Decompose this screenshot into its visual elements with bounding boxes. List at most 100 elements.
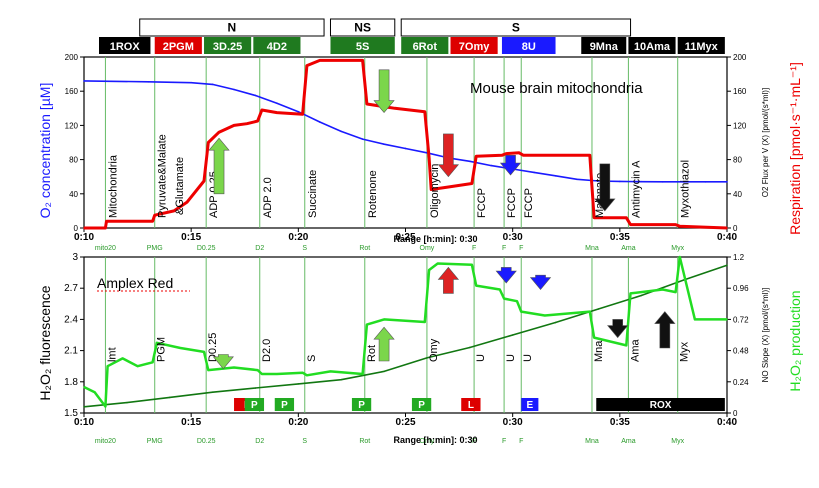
protocol-step-label: 4D2 [267, 41, 287, 53]
event-label: S [302, 438, 307, 445]
event-annotation: FCCP [523, 188, 535, 218]
series-line [83, 264, 728, 408]
arrow-down-icon [529, 274, 552, 290]
protocol-step-label: 11Myx [685, 41, 719, 53]
arrow-down-icon [212, 354, 234, 370]
y-left-axis-title: H₂O₂ fluorescence [37, 285, 53, 400]
data-point [640, 180, 643, 183]
data-point [679, 225, 681, 228]
data-point [726, 227, 728, 229]
y-left-tick-label: 40 [69, 190, 78, 199]
data-point [254, 94, 257, 97]
event-annotation: ADP 2.0 [262, 177, 274, 218]
data-point [503, 297, 505, 300]
data-point [674, 291, 677, 293]
event-annotation: Mitochondria [107, 154, 119, 218]
arrow-down-icon [594, 163, 616, 212]
data-point [306, 374, 308, 377]
data-point [83, 405, 85, 408]
data-point [625, 344, 628, 347]
data-point [93, 391, 96, 394]
event-label: Myx [671, 438, 684, 445]
y-right-tick-label: 80 [733, 156, 742, 165]
event-label: D0.25 [197, 245, 216, 252]
plot-frame [83, 56, 728, 229]
event-label: F [519, 245, 523, 252]
data-point [366, 323, 368, 326]
protocol-group-label: NS [354, 21, 371, 35]
data-point [83, 227, 85, 229]
event-annotation: Omy [428, 338, 440, 362]
event-annotation: Rot [366, 345, 378, 362]
data-point [261, 373, 263, 375]
data-point [190, 81, 192, 84]
data-point [211, 391, 214, 394]
event-annotation: &Glutamate [174, 157, 186, 215]
series-line [84, 58, 728, 230]
data-point [318, 59, 321, 62]
event-label: F [502, 245, 506, 252]
y-right-tick-label: 40 [733, 190, 742, 199]
state-box-label: P [281, 400, 288, 411]
data-point [469, 346, 471, 349]
chart-title: Amplex Red [97, 275, 173, 291]
event-label: Mna [585, 438, 599, 445]
data-point [499, 288, 501, 291]
event-label: Ama [621, 245, 636, 252]
y-left-tick-label: 80 [69, 156, 78, 165]
series-line [83, 255, 727, 408]
x-axis-label: Range [h:min]: 0:30 [393, 234, 477, 244]
data-point [156, 342, 158, 344]
event-label: Rot [359, 245, 370, 252]
event-annotation: Oligomycin [429, 164, 441, 218]
amplex-panel: mito20 PMG D0.25 D2 S Rot Omy F F F Mna Ama Myx 1.5 1.… [37, 252, 803, 445]
data-point [597, 308, 600, 310]
protocol-group-label: S [512, 21, 520, 35]
event-annotation: U [522, 354, 534, 362]
y-right-tick-label: 0 [733, 224, 738, 233]
data-point [383, 143, 385, 146]
protocol-step-box [401, 37, 449, 54]
data-point [297, 383, 300, 385]
event-label: mito20 [95, 438, 116, 445]
data-point [544, 314, 546, 317]
x-tick-label: 0:40 [717, 417, 737, 428]
protocol-step-label: 8U [522, 41, 536, 53]
state-box [274, 398, 295, 411]
data-point [694, 318, 696, 321]
data-point [428, 157, 430, 159]
protocol-step-box [204, 37, 252, 54]
data-point [469, 160, 471, 163]
data-point [393, 107, 396, 110]
state-box [521, 398, 539, 411]
arrow-up-icon [208, 137, 230, 195]
event-label: D0.25 [197, 438, 216, 445]
data-point [625, 216, 628, 219]
chart-title: Mouse brain mitochondria [470, 80, 643, 97]
event-annotation: Pyruvate&Malate [157, 134, 169, 218]
data-point [475, 284, 478, 287]
event-annotation: lmt [106, 347, 118, 362]
event-label: F [472, 438, 476, 445]
y-left-tick-label: 0 [74, 224, 79, 233]
protocol-step-label: 7Omy [459, 41, 490, 53]
y-right-axis-subtitle: O2 Flux per V (X) [pmol/(s*ml)] [761, 88, 770, 197]
arrow-down-icon [495, 267, 517, 284]
x-tick-label: 0:20 [288, 417, 308, 428]
y-right-tick-label: 0.96 [733, 284, 749, 293]
data-point [426, 357, 428, 359]
data-point [246, 122, 248, 125]
event-label: S [302, 245, 307, 252]
data-point [589, 154, 591, 157]
data-point [104, 227, 107, 229]
data-point [361, 138, 364, 140]
data-point [306, 64, 308, 67]
data-point [423, 110, 426, 113]
data-point [297, 110, 300, 113]
data-point [522, 154, 525, 157]
data-point [726, 264, 728, 267]
data-point [147, 80, 150, 83]
data-point [629, 292, 632, 295]
respiration-panel: mito20 PMG D0.25 D2 S Rot Omy F F F Mna Ama Myx 0 40 80… [37, 53, 803, 252]
protocol-step-label: 5S [356, 41, 369, 53]
